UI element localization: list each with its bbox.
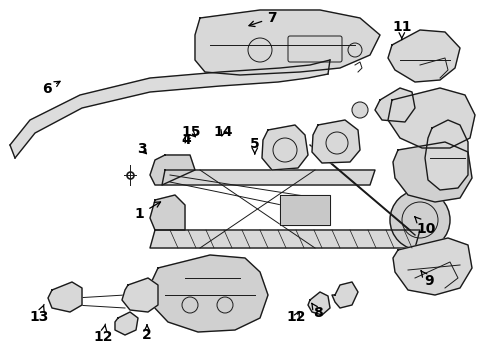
Polygon shape bbox=[150, 230, 420, 248]
Text: 14: 14 bbox=[213, 126, 233, 139]
Polygon shape bbox=[150, 255, 268, 332]
Polygon shape bbox=[195, 10, 380, 75]
Polygon shape bbox=[388, 88, 475, 148]
Polygon shape bbox=[393, 238, 472, 295]
Polygon shape bbox=[332, 282, 358, 308]
Polygon shape bbox=[393, 142, 472, 202]
Polygon shape bbox=[280, 195, 330, 225]
Polygon shape bbox=[375, 88, 415, 122]
Polygon shape bbox=[150, 195, 185, 230]
Polygon shape bbox=[48, 282, 82, 312]
Polygon shape bbox=[122, 278, 158, 312]
Polygon shape bbox=[262, 125, 308, 170]
Polygon shape bbox=[115, 312, 138, 335]
Text: 13: 13 bbox=[29, 305, 49, 324]
Text: 12: 12 bbox=[287, 310, 306, 324]
Polygon shape bbox=[425, 120, 468, 190]
Polygon shape bbox=[312, 120, 360, 163]
Text: 7: 7 bbox=[249, 11, 277, 27]
Text: 8: 8 bbox=[312, 303, 323, 320]
Polygon shape bbox=[10, 60, 330, 158]
Polygon shape bbox=[308, 292, 330, 315]
Circle shape bbox=[390, 190, 450, 250]
Text: 6: 6 bbox=[42, 81, 60, 96]
Text: 2: 2 bbox=[142, 325, 152, 342]
Text: 12: 12 bbox=[93, 324, 113, 343]
Polygon shape bbox=[388, 30, 460, 82]
Text: 1: 1 bbox=[135, 202, 161, 221]
Text: 3: 3 bbox=[137, 143, 147, 156]
Text: 9: 9 bbox=[421, 271, 434, 288]
Text: 4: 4 bbox=[181, 134, 191, 147]
Text: 11: 11 bbox=[392, 20, 412, 40]
Polygon shape bbox=[162, 170, 375, 185]
Circle shape bbox=[352, 102, 368, 118]
Text: 10: 10 bbox=[415, 217, 436, 235]
Polygon shape bbox=[150, 155, 195, 185]
Text: 5: 5 bbox=[250, 137, 260, 154]
Text: 15: 15 bbox=[181, 126, 201, 139]
